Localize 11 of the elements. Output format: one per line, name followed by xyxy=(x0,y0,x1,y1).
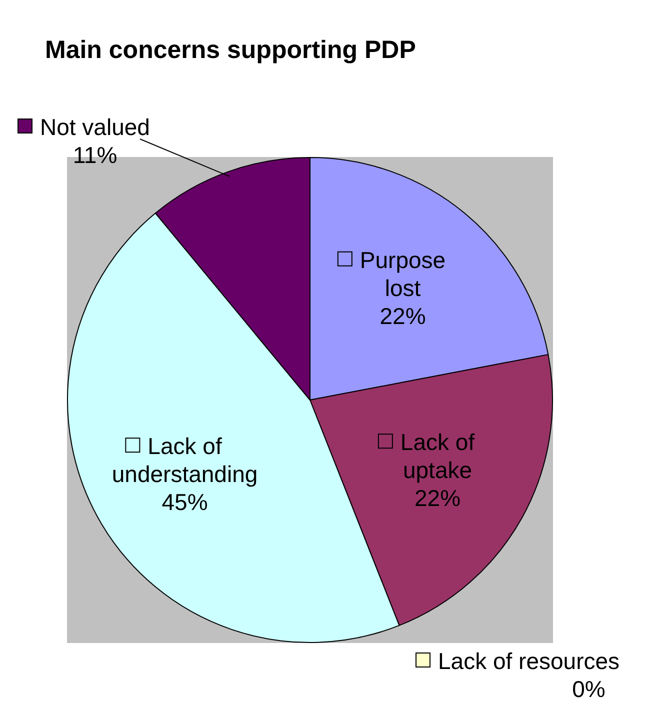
legend-label: Lack of resources xyxy=(438,648,620,674)
chart-title: Main concerns supporting PDP xyxy=(45,36,416,64)
data-label: 22% xyxy=(414,485,461,512)
text: 0% xyxy=(572,676,606,702)
legend-label: Lack of uptake xyxy=(400,429,476,484)
legend-label: Not valued xyxy=(40,114,150,140)
legend-label: Lack of understanding xyxy=(112,433,258,488)
data-label: 22% xyxy=(380,302,426,329)
data-label: 45% xyxy=(162,489,208,516)
legend-label: Purpose lost xyxy=(360,246,446,301)
data-label: 11% xyxy=(72,142,118,168)
